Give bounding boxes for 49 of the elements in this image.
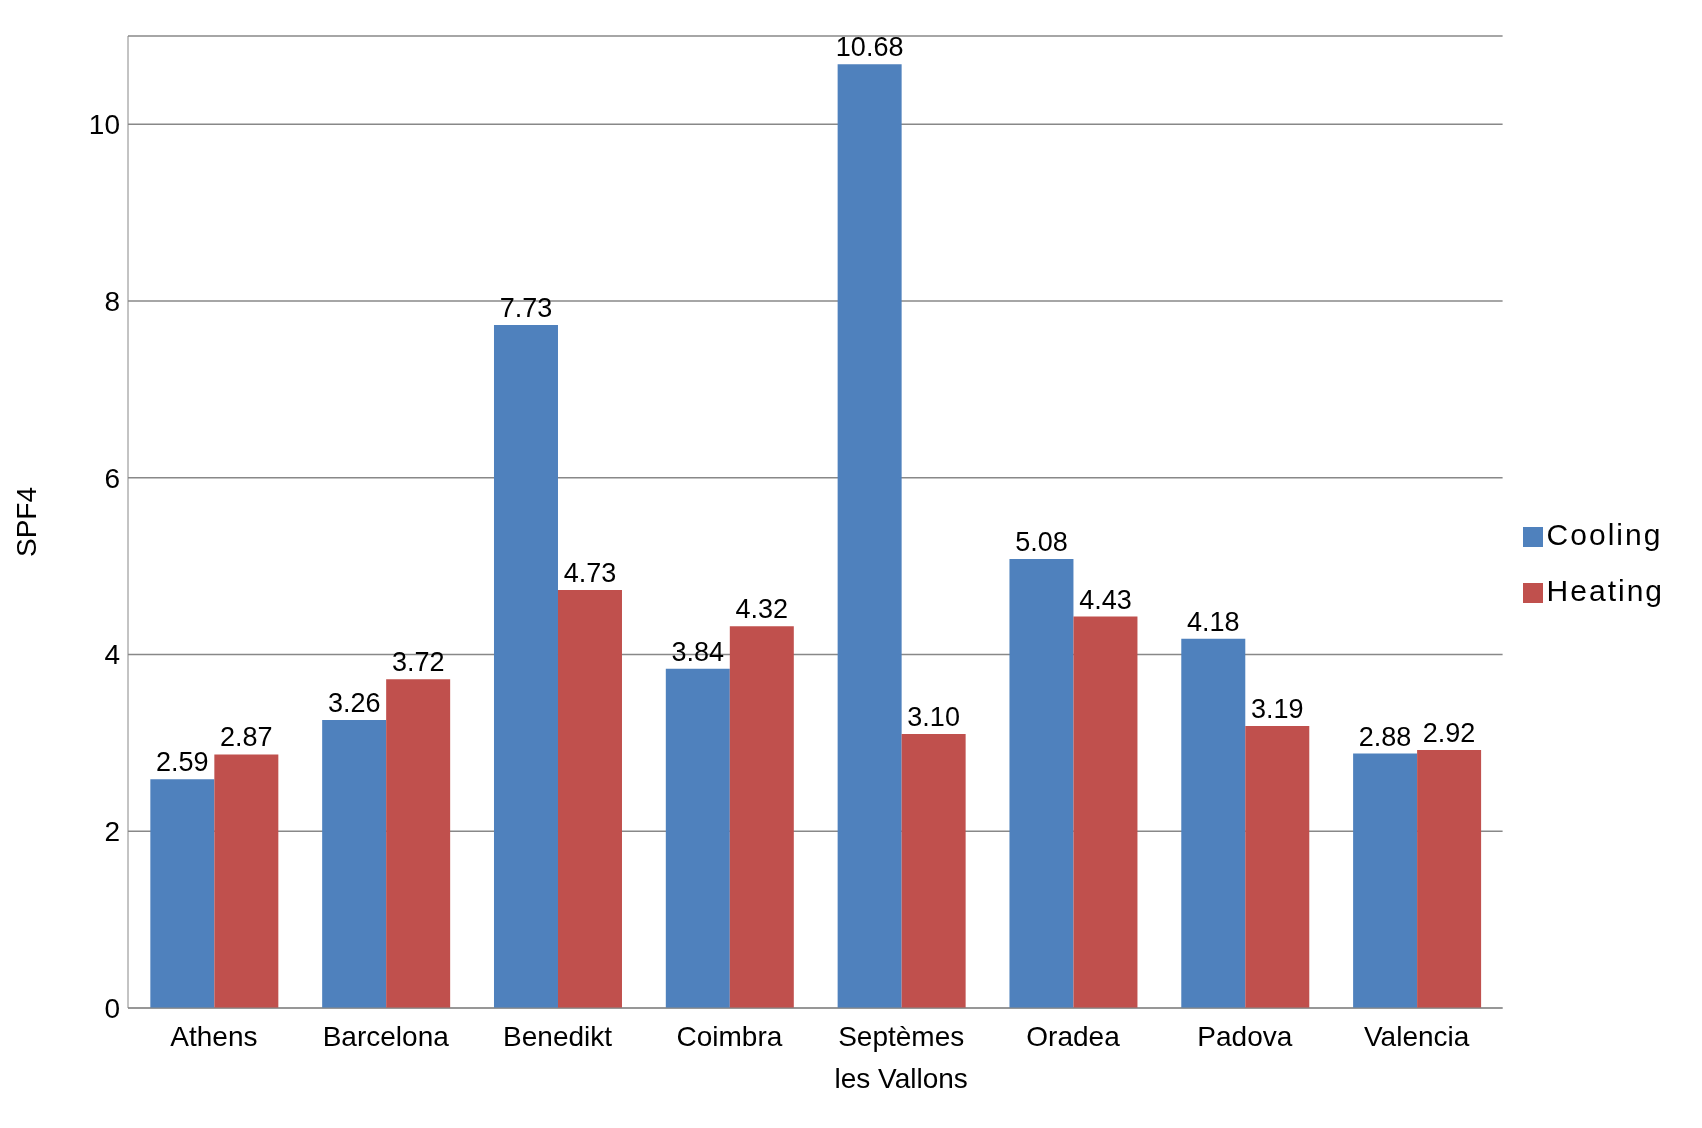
- y-tick-label: 0: [104, 992, 120, 1024]
- data-label: 3.84: [671, 636, 725, 667]
- x-tick-label: Septèmes les Vallons: [834, 1021, 968, 1094]
- x-tick-label: Athens: [170, 1021, 258, 1052]
- bar: [322, 719, 387, 1008]
- data-label: 3.10: [907, 702, 960, 733]
- data-label: 2.87: [220, 722, 273, 753]
- data-label: 4.73: [563, 558, 617, 589]
- bar: [837, 64, 902, 1008]
- data-label: 5.08: [1015, 527, 1068, 558]
- y-tick-label: 2: [104, 816, 120, 848]
- y-tick-label: 4: [104, 639, 120, 671]
- y-tick-label: 10: [88, 109, 120, 141]
- bar: [1245, 726, 1310, 1008]
- bar: [214, 754, 279, 1008]
- data-label: 7.73: [499, 292, 553, 323]
- data-label: 2.92: [1422, 717, 1476, 748]
- legend-label: Heating: [1546, 574, 1664, 607]
- data-label: 3.26: [327, 687, 381, 718]
- y-tick-label: 8: [104, 286, 120, 318]
- bar: [901, 734, 966, 1008]
- data-label: 4.43: [1079, 584, 1132, 615]
- x-tick-label: Coimbra: [676, 1021, 783, 1052]
- data-label: 2.88: [1358, 721, 1412, 752]
- bar: [557, 590, 622, 1008]
- data-label: 10.68: [835, 32, 904, 63]
- bar: [729, 626, 794, 1008]
- bar: [1181, 638, 1246, 1008]
- x-tick-label: Padova: [1197, 1021, 1293, 1052]
- x-tick-label: Valencia: [1364, 1021, 1470, 1052]
- bar: [150, 779, 215, 1008]
- bar: [1009, 559, 1074, 1008]
- legend-label: Cooling: [1546, 518, 1663, 551]
- data-label: 4.18: [1187, 606, 1240, 637]
- x-tick-label: Oradea: [1026, 1021, 1121, 1052]
- data-label: 4.32: [735, 594, 789, 625]
- y-axis-title: SPF4: [10, 486, 42, 558]
- bar: [493, 324, 558, 1008]
- y-tick-label: 6: [104, 462, 120, 494]
- bar: [1353, 753, 1418, 1008]
- bar: [1073, 616, 1138, 1008]
- bar: [665, 668, 730, 1008]
- data-label: 2.59: [156, 747, 209, 778]
- bar: [1417, 749, 1482, 1008]
- data-label: 3.19: [1251, 694, 1304, 725]
- x-tick-label: Benedikt: [503, 1021, 613, 1052]
- bar: [386, 679, 451, 1008]
- data-label: 3.72: [391, 647, 445, 678]
- x-tick-label: Barcelona: [322, 1021, 450, 1052]
